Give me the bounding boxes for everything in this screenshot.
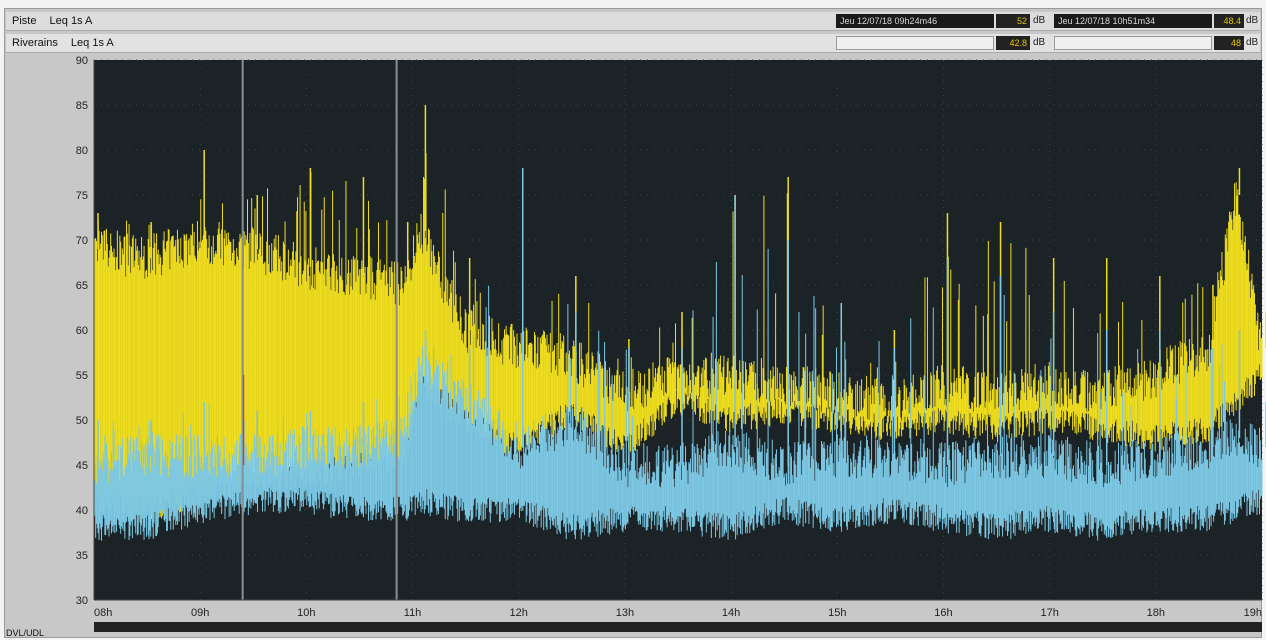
x-tick-label: 12h xyxy=(510,607,528,619)
unit-label: dB xyxy=(1246,37,1259,48)
x-tick-label: 10h xyxy=(297,607,315,619)
y-tick-label: 45 xyxy=(76,460,88,472)
x-tick-label: 17h xyxy=(1040,607,1058,619)
x-tick-label: 09h xyxy=(191,607,209,619)
cursor2-value-piste: 48.4 xyxy=(1214,14,1244,28)
channel-metric: Leq 1s A xyxy=(49,15,93,27)
y-tick-label: 75 xyxy=(76,190,88,202)
channel-row-riverains: Riverains Leq 1s A 42.8 dB 48 dB xyxy=(6,34,1260,53)
footer-label: DVL/UDL xyxy=(6,628,45,638)
bottom-strip xyxy=(94,622,1262,632)
x-tick-label: 11h xyxy=(404,607,422,619)
cursor2-timestamp: Jeu 12/07/18 10h51m34 xyxy=(1054,14,1212,28)
y-tick-label: 55 xyxy=(76,370,88,382)
y-tick-label: 90 xyxy=(76,55,88,67)
x-tick-label: 19h xyxy=(1244,607,1262,619)
y-tick-label: 65 xyxy=(76,280,88,292)
unit-label: dB xyxy=(1033,37,1046,48)
channel-metric: Leq 1s A xyxy=(70,37,114,49)
unit-label: dB xyxy=(1033,15,1046,26)
cursor1-value-piste: 52 xyxy=(996,14,1030,28)
x-tick-label: 13h xyxy=(616,607,634,619)
y-tick-label: 50 xyxy=(76,415,88,427)
riverains-series xyxy=(93,168,1266,541)
x-tick-label: 18h xyxy=(1147,607,1165,619)
cursor1-blank xyxy=(836,36,994,50)
y-tick-label: 40 xyxy=(76,505,88,517)
x-tick-label: 08h xyxy=(94,607,112,619)
y-tick-label: 85 xyxy=(76,100,88,112)
y-tick-label: 60 xyxy=(76,325,88,337)
channel-name: Riverains xyxy=(12,37,58,49)
cursor1-timestamp: Jeu 12/07/18 09h24m46 xyxy=(836,14,994,28)
channel-label-piste[interactable]: Piste Leq 1s A xyxy=(12,12,102,30)
x-tick-label: 16h xyxy=(934,607,952,619)
x-tick-label: 15h xyxy=(828,607,846,619)
channel-row-piste: Piste Leq 1s A Jeu 12/07/18 09h24m46 52 … xyxy=(6,12,1260,31)
y-tick-label: 80 xyxy=(76,145,88,157)
channel-label-riverains[interactable]: Riverains Leq 1s A xyxy=(12,34,124,52)
channel-name: Piste xyxy=(12,15,37,27)
cursor1-value-riverains: 42.8 xyxy=(996,36,1030,50)
y-tick-label: 70 xyxy=(76,235,88,247)
y-tick-label: 35 xyxy=(76,550,88,562)
x-tick-label: 14h xyxy=(722,607,740,619)
cursor2-value-riverains: 48 xyxy=(1214,36,1244,50)
y-tick-label: 30 xyxy=(76,595,88,607)
cursor2-blank xyxy=(1054,36,1212,50)
unit-label: dB xyxy=(1246,15,1259,26)
